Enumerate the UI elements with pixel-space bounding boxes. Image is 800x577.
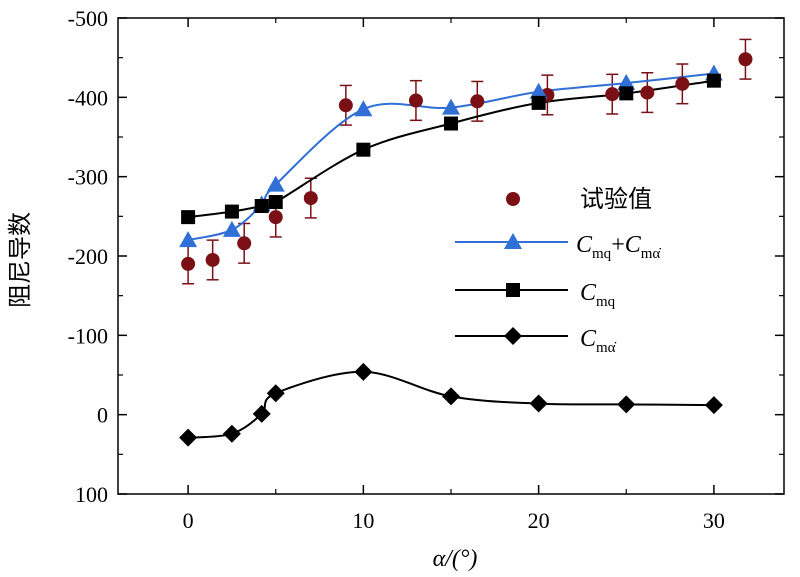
data-point-experiment [268, 210, 283, 225]
y-tick-label: 100 [75, 482, 108, 507]
y-tick-label: -400 [68, 85, 108, 110]
x-tick-label: 0 [183, 508, 194, 533]
legend-marker-sum [504, 233, 522, 249]
legend-label-cmq: Cmq [580, 280, 616, 310]
legend-cmad-c: C [580, 326, 597, 352]
data-point-experiment [470, 94, 485, 109]
data-point-sum [617, 74, 636, 91]
data-point-sum [529, 82, 548, 99]
legend-label-cmad: Cmα̇ [580, 326, 617, 356]
data-point-cmad [266, 384, 285, 403]
data-point-cmad [529, 394, 548, 413]
legend-label-experiment: 试验值 [580, 186, 652, 213]
data-point-experiment [640, 85, 655, 100]
error-bars [182, 38, 752, 285]
data-point-cmq [224, 204, 239, 219]
data-point-cmad [222, 424, 241, 443]
data-point-experiment [237, 236, 252, 251]
data-point-cmad [704, 396, 723, 415]
x-tick-label: 30 [703, 508, 725, 533]
data-point-cmad [442, 387, 460, 406]
data-point-cmq [531, 95, 546, 110]
data-point-sum [179, 231, 198, 248]
y-tick-label: -300 [68, 165, 108, 190]
legend-sum-plus: + [611, 232, 625, 258]
data-point-sum [222, 220, 241, 237]
legend-cmq-s: mq [596, 294, 616, 310]
data-point-sum [266, 175, 285, 192]
data-point-experiment [205, 252, 220, 267]
data-point-cmad [179, 428, 198, 447]
data-point-cmq [356, 142, 371, 157]
legend: 试验值 Cmq+Cmα̇ Cmq Cmα̇ [455, 186, 661, 356]
series-line-1 [187, 72, 715, 242]
data-point-experiment [605, 87, 620, 102]
data-point-experiment [408, 93, 423, 108]
x-tick-label: 20 [528, 508, 550, 533]
legend-sum-c2: C [625, 232, 642, 258]
axes: 0 10 20 30 -500 -400 -300 -200 -100 0 100 [68, 6, 785, 533]
legend-sum-c1: C [576, 232, 593, 258]
x-tick-label: 10 [352, 508, 374, 533]
data-point-cmad [354, 362, 373, 381]
y-axis-title: 阻尼导数 [7, 212, 34, 308]
data-point-experiment [303, 191, 318, 206]
data-point-cmq [268, 195, 283, 210]
data-point-cmad [252, 404, 271, 423]
series-markers [179, 52, 753, 447]
legend-marker-cmad [504, 327, 522, 345]
legend-marker-experiment [506, 192, 520, 206]
data-point-experiment [338, 98, 353, 113]
data-point-experiment [738, 52, 753, 67]
data-point-sum [442, 98, 460, 115]
x-axis-title: α/(°) [433, 546, 478, 572]
legend-label-sum: Cmq+Cmα̇ [576, 232, 661, 262]
data-point-cmq [444, 116, 458, 131]
y-tick-label: -100 [68, 323, 108, 348]
data-point-cmq [619, 86, 634, 101]
data-point-cmq [254, 199, 269, 214]
y-tick-label: -500 [68, 6, 108, 31]
data-point-cmq [181, 210, 196, 225]
legend-cmad-s: mα̇ [596, 340, 617, 356]
series-line-3 [188, 370, 714, 439]
legend-marker-cmq [506, 283, 520, 297]
legend-sum-s2: mα̇ [641, 246, 662, 262]
legend-cmq-c: C [580, 280, 597, 306]
y-tick-label: -200 [68, 244, 108, 269]
data-point-experiment [675, 76, 690, 91]
data-point-cmq [706, 73, 721, 88]
legend-sum-s1: mq [592, 246, 612, 262]
data-point-sum [354, 100, 373, 117]
data-point-cmad [617, 395, 636, 414]
data-point-experiment [181, 256, 196, 271]
y-tick-label: 0 [97, 403, 108, 428]
